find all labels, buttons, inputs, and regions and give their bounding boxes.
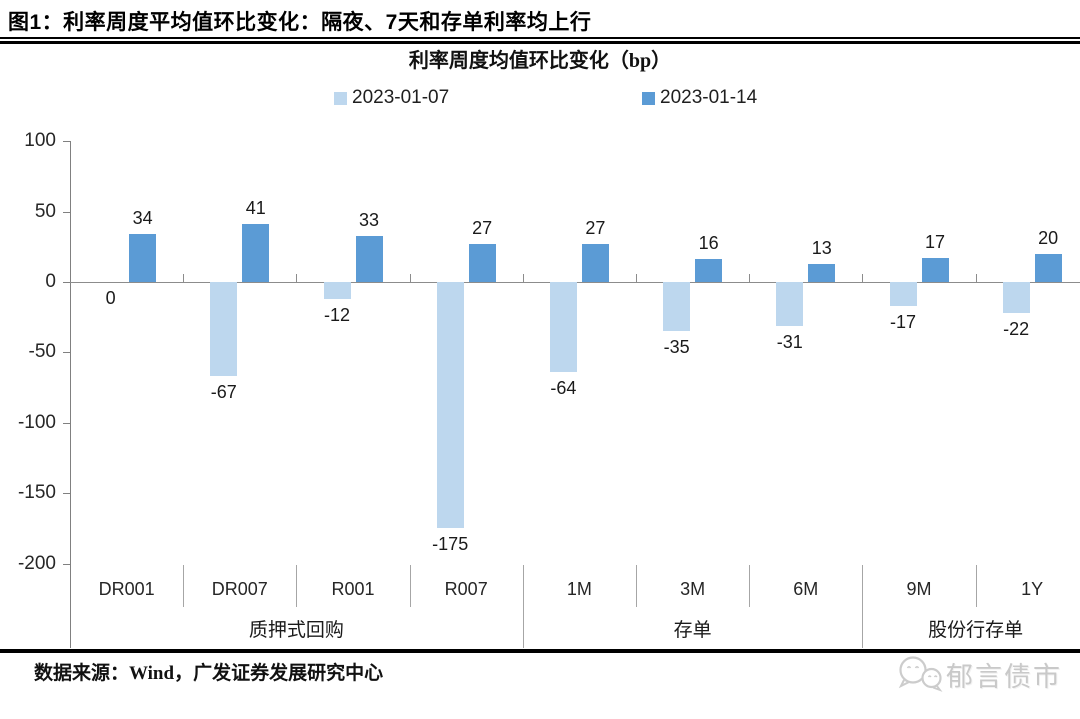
category-separator [296, 565, 298, 607]
category-label: 6M [793, 579, 819, 599]
zero-line-tick [183, 274, 185, 282]
title-rule-thin [0, 37, 1080, 39]
chart-title: 利率周度均值环比变化（bp） [408, 50, 672, 72]
bar-value-label: 16 [698, 233, 719, 254]
y-axis-tick-mark [63, 282, 70, 283]
bar [242, 224, 270, 282]
footer-rule [0, 649, 1080, 653]
y-axis-tick-mark [63, 352, 70, 354]
y-axis-tick-label: 50 [34, 200, 56, 222]
legend-item-series1: 2023-01-07 [334, 87, 449, 109]
zero-line-tick [409, 274, 411, 282]
y-axis-tick-label: -200 [17, 552, 56, 574]
bar [355, 235, 383, 282]
bar [468, 243, 496, 282]
y-axis-tick-label: 0 [45, 271, 56, 292]
bar [1002, 282, 1030, 313]
group-separator [522, 565, 524, 648]
bar [581, 243, 609, 282]
bar-value-label: 13 [811, 237, 832, 258]
y-axis-tick-mark [63, 211, 70, 213]
y-axis-tick-label: -50 [28, 341, 56, 363]
category-separator [183, 565, 185, 607]
legend-swatch-light-blue [334, 91, 347, 105]
bar [695, 259, 723, 282]
title-rule-thick [0, 41, 1080, 44]
bar [210, 282, 238, 377]
group-separator [862, 565, 864, 648]
zero-line-tick [296, 274, 298, 282]
category-label: R001 [331, 579, 375, 599]
bar-value-label: -175 [432, 534, 469, 555]
category-separator [409, 565, 411, 607]
bar [436, 282, 464, 529]
bar-value-label: 20 [1038, 227, 1059, 248]
bar-value-label: 33 [358, 209, 380, 230]
category-label: 3M [680, 579, 706, 599]
figure-title: 图1：利率周度平均值环比变化：隔夜、7天和存单利率均上行 [8, 11, 592, 34]
watermark-label: 郁言债市 [946, 661, 1062, 692]
bar-value-label: 27 [585, 217, 606, 238]
bar-value-label: -17 [889, 311, 916, 332]
bar [889, 282, 917, 306]
legend-label: 2023-01-14 [660, 87, 758, 108]
bar [921, 258, 949, 282]
zero-line-tick [862, 274, 864, 282]
bar-value-label: -35 [663, 337, 690, 358]
zero-line-tick [522, 274, 524, 282]
y-axis-tick-mark [63, 563, 70, 565]
bar [549, 282, 577, 373]
zero-line-tick [636, 274, 637, 282]
category-group-label: 存单 [673, 620, 712, 641]
category-group-label: 质押式回购 [248, 620, 344, 641]
bar-value-label: 34 [132, 208, 153, 229]
y-axis-tick-mark [63, 141, 70, 143]
category-separator [749, 565, 751, 607]
zero-line-tick [749, 274, 751, 282]
y-axis-tick-mark [63, 422, 70, 424]
bar-value-label: -22 [1003, 318, 1030, 339]
chat-bubbles-icon [898, 656, 943, 692]
bar-value-label: 27 [472, 217, 493, 238]
category-label: DR001 [98, 579, 155, 599]
category-label: 1Y [1021, 579, 1044, 599]
category-group-label: 股份行存单 [928, 620, 1024, 641]
legend-item-series2: 2023-01-14 [642, 87, 757, 109]
category-label: R007 [444, 579, 488, 599]
category-label: 1M [566, 579, 592, 599]
y-axis-line [70, 141, 71, 648]
bar-value-label: -31 [776, 331, 803, 352]
bar-value-label: 0 [105, 288, 116, 308]
bar [1034, 253, 1062, 282]
category-separator [636, 565, 637, 607]
bar-value-label: 17 [924, 232, 946, 253]
zero-line-tick [975, 274, 977, 282]
bar [129, 234, 157, 282]
bar [663, 282, 691, 332]
bar-value-label: -12 [323, 304, 350, 325]
bar [808, 263, 836, 282]
y-axis-tick-label: -150 [17, 482, 56, 504]
category-label: 9M [906, 579, 932, 599]
legend-swatch-dark-blue [642, 91, 655, 105]
y-axis-tick-mark [63, 493, 70, 495]
category-separator [975, 565, 977, 607]
bar-value-label: 41 [245, 198, 266, 219]
bar [776, 282, 804, 326]
data-source: 数据来源：Wind，广发证券发展研究中心 [34, 663, 384, 684]
y-axis-tick-label: 100 [24, 130, 56, 152]
y-axis-tick-label: -100 [17, 411, 56, 433]
category-label: DR007 [211, 579, 268, 599]
bar-value-label: -64 [550, 378, 577, 399]
watermark: 郁言债市 [896, 654, 1062, 694]
bar-value-label: -67 [210, 382, 237, 403]
bar [323, 282, 351, 299]
legend-label: 2023-01-07 [352, 87, 450, 108]
